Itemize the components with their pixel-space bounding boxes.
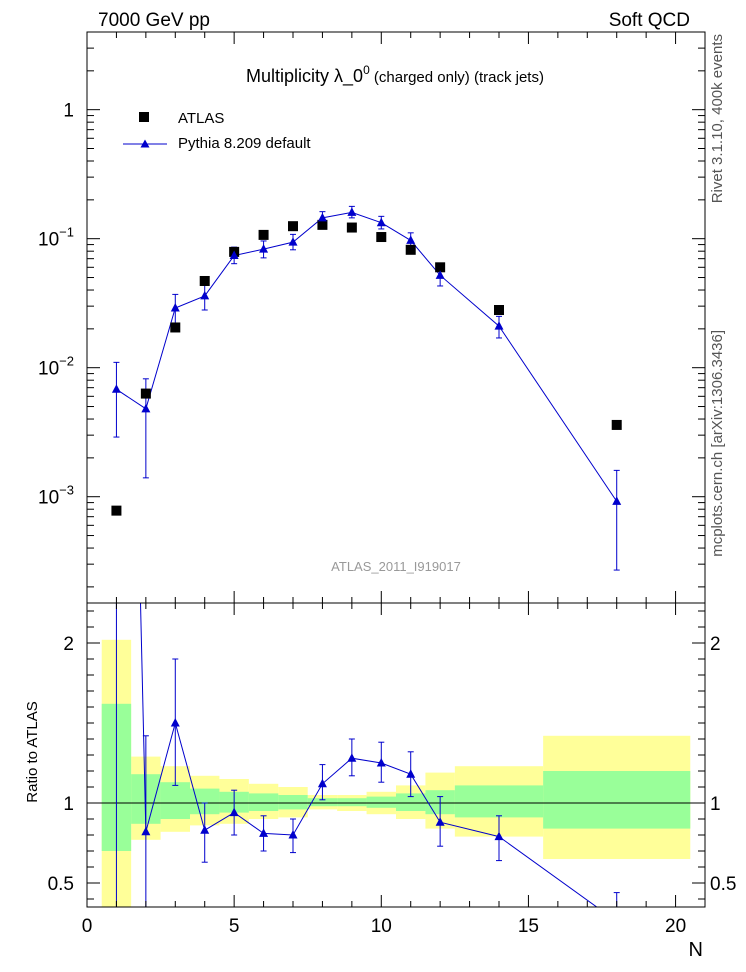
main-ytick-base-3: 10 bbox=[38, 488, 59, 509]
ratio-ytick-label-left-2: 0.5 bbox=[48, 874, 74, 895]
x-tick-label-2: 10 bbox=[371, 916, 392, 937]
legend-mc-label: Pythia 8.209 default bbox=[178, 135, 311, 152]
mc-point-12 bbox=[494, 321, 504, 330]
main-ytick-exp-2: −2 bbox=[59, 354, 74, 369]
main-ytick-exp-3: −3 bbox=[59, 483, 74, 498]
chart-title-rest: (charged only) (track jets) bbox=[370, 69, 544, 86]
data-point-9 bbox=[376, 232, 387, 243]
ratio-band-inner-12 bbox=[454, 785, 544, 818]
header-energy-label: 7000 GeV pp bbox=[98, 10, 210, 31]
main-ytick-base-1: 10 bbox=[38, 230, 59, 251]
ratio-band-inner-9 bbox=[366, 796, 396, 808]
x-tick-label-1: 5 bbox=[229, 916, 240, 937]
mc-point-1 bbox=[141, 403, 151, 413]
legend-mc-marker bbox=[140, 139, 150, 148]
main-ytick-label-2: 10−2 bbox=[38, 354, 74, 380]
data-point-11 bbox=[435, 262, 446, 273]
ratio-mc-point-3 bbox=[200, 825, 210, 834]
ratio-mc-line bbox=[140, 603, 598, 907]
ratio-mc-point-12 bbox=[494, 831, 504, 841]
mc-point-8 bbox=[347, 207, 357, 216]
analysis-watermark: ATLAS_2011_I919017 bbox=[331, 559, 461, 574]
data-point-1 bbox=[140, 388, 151, 399]
ratio-mc-point-6 bbox=[288, 830, 298, 839]
ratio-mc-point-1 bbox=[141, 826, 151, 836]
data-point-6 bbox=[288, 221, 298, 232]
ratio-band-inner-2 bbox=[160, 782, 190, 819]
main-ytick-exp-1: −1 bbox=[59, 225, 74, 240]
x-axis-label: N bbox=[689, 939, 703, 961]
mc-point-13 bbox=[612, 496, 622, 505]
mc-point-3 bbox=[200, 290, 210, 300]
ratio-mc-point-7 bbox=[317, 778, 327, 788]
ratio-band-inner-5 bbox=[248, 793, 279, 811]
ratio-mc-point-13 bbox=[612, 916, 621, 925]
ratio-mc-point-4 bbox=[229, 807, 239, 817]
mc-point-6 bbox=[288, 237, 298, 246]
main-ytick-label-3: 10−3 bbox=[38, 483, 74, 509]
data-point-13 bbox=[611, 419, 622, 430]
data-point-3 bbox=[199, 275, 210, 286]
mc-point-0 bbox=[111, 384, 121, 393]
mc-point-2 bbox=[170, 303, 180, 312]
legend-data-label: ATLAS bbox=[178, 110, 224, 127]
mc-point-7 bbox=[317, 212, 327, 222]
main-ytick-label-1: 10−1 bbox=[38, 225, 74, 251]
ratio-mc-point-2 bbox=[170, 718, 180, 727]
ratio-mc-point-10 bbox=[406, 769, 416, 778]
ratio-y-axis-label: Ratio to ATLAS bbox=[24, 701, 41, 802]
chart-title-main: Multiplicity λ_0 bbox=[246, 66, 363, 87]
data-point-5 bbox=[258, 229, 269, 240]
ratio-mc-point-8 bbox=[347, 753, 357, 762]
legend: ATLAS Pythia 8.209 default bbox=[123, 110, 311, 152]
ratio-band-inner-6 bbox=[278, 795, 308, 810]
mc-point-10 bbox=[406, 235, 416, 244]
ratio-ytick-label-right-0: 2 bbox=[710, 634, 721, 655]
ratio-ytick-label-left-1: 1 bbox=[63, 794, 74, 815]
mcplots-label: mcplots.cern.ch [arXiv:1306.3436] bbox=[709, 330, 726, 557]
legend-data-marker bbox=[139, 112, 149, 122]
x-tick-label-0: 0 bbox=[82, 916, 93, 937]
header-process-label: Soft QCD bbox=[609, 10, 690, 31]
ratio-mc-point-9 bbox=[376, 758, 386, 767]
ratio-ytick-label-right-2: 0.5 bbox=[710, 874, 736, 895]
mc-point-4 bbox=[229, 250, 239, 260]
data-point-12 bbox=[494, 305, 504, 316]
rivet-label: Rivet 3.1.10, 400k events bbox=[709, 34, 726, 203]
mc-point-9 bbox=[376, 217, 386, 227]
ratio-band-inner-7 bbox=[307, 798, 338, 807]
mc-point-11 bbox=[435, 270, 445, 279]
ratio-mc-point-11 bbox=[435, 817, 445, 826]
mc-point-5 bbox=[259, 244, 269, 253]
ratio-band-inner-13 bbox=[543, 771, 691, 829]
mc-series-line bbox=[116, 211, 618, 502]
x-tick-label-3: 15 bbox=[518, 916, 539, 937]
data-point-2 bbox=[170, 322, 181, 333]
x-tick-label-4: 20 bbox=[665, 916, 686, 937]
data-point-10 bbox=[405, 244, 416, 255]
chart-title-sup: 0 bbox=[363, 63, 370, 77]
data-point-7 bbox=[317, 219, 328, 230]
ratio-ytick-label-right-1: 1 bbox=[710, 794, 721, 815]
ratio-panel bbox=[87, 603, 705, 925]
ratio-mc-point-5 bbox=[259, 828, 269, 837]
ratio-band-inner-8 bbox=[337, 798, 367, 807]
data-point-0 bbox=[111, 505, 122, 516]
ratio-ytick-label-left-0: 2 bbox=[63, 634, 74, 655]
main-ytick-base-2: 10 bbox=[38, 359, 59, 380]
data-point-8 bbox=[346, 222, 357, 233]
chart-title: Multiplicity λ_00 (charged only) (track … bbox=[246, 63, 544, 87]
main-panel bbox=[111, 205, 622, 571]
ratio-band-inner-10 bbox=[396, 793, 426, 811]
main-ytick-base-0: 1 bbox=[63, 101, 74, 122]
main-ytick-label-0: 1 bbox=[63, 101, 74, 122]
